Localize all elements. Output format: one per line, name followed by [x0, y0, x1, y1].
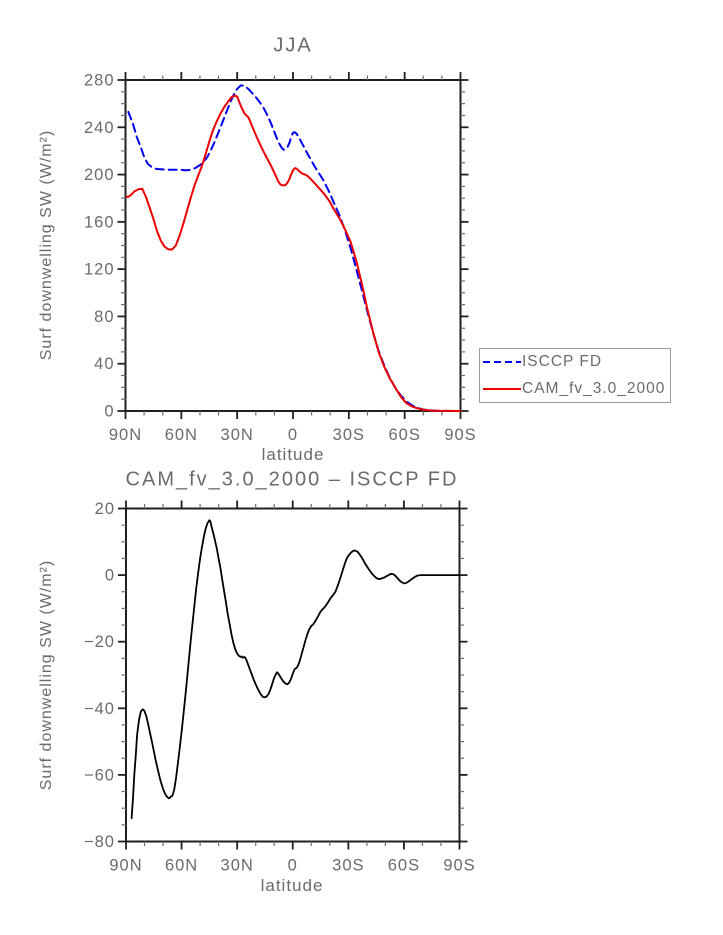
y-axis-tick-label: −80	[84, 833, 115, 851]
legend-item-isccp-fd: ISCCP FD	[480, 349, 670, 375]
x-axis-tick-label: 60N	[165, 857, 198, 875]
x-axis-tick-label: 0	[288, 426, 298, 444]
x-axis-tick-label: 30S	[332, 857, 364, 875]
x-axis-tick-label: 90S	[444, 426, 476, 444]
legend-item-cam: CAM_fv_3.0_2000	[480, 376, 670, 402]
y-axis-tick-label: 120	[84, 261, 115, 279]
bottom-y-axis-label: Surf downwelling SW (W/m²)	[38, 559, 55, 791]
curve-cam-fv-3-0-2000-minus-isccp-fd	[130, 519, 461, 820]
y-axis-tick-label: 160	[84, 213, 115, 231]
curve-cam-fv-3-0-2000	[125, 94, 462, 412]
y-axis-tick-label: 40	[94, 355, 114, 373]
top-plot-title: JJA	[273, 34, 313, 57]
legend: ISCCP FD CAM_fv_3.0_2000	[479, 348, 671, 403]
y-axis-tick-label: −60	[84, 766, 115, 784]
y-axis-tick-label: 80	[94, 308, 114, 326]
y-axis-tick-label: −20	[84, 633, 115, 651]
legend-label-cam: CAM_fv_3.0_2000	[522, 379, 666, 397]
y-axis-tick-label: 0	[105, 567, 115, 585]
legend-label-isccp-fd: ISCCP FD	[522, 353, 603, 371]
bottom-plot-title: CAM_fv_3.0_2000 – ISCCP FD	[125, 468, 459, 491]
top-y-axis-label: Surf downwelling SW (W/m²)	[38, 129, 55, 361]
x-axis-tick-label: 90S	[443, 857, 475, 875]
y-axis-tick-label: 20	[95, 500, 115, 518]
x-axis-tick-label: 90N	[109, 426, 142, 444]
curve-isccp-fd	[127, 84, 462, 412]
dashed-line-sample-icon	[483, 361, 521, 364]
y-axis-tick-label: −40	[84, 700, 115, 718]
x-axis-tick-label: 30N	[221, 857, 254, 875]
x-axis-tick-label: 30N	[221, 426, 254, 444]
bottom-x-axis-label: latitude	[260, 876, 324, 895]
y-axis-tick-label: 280	[84, 72, 115, 90]
y-axis-tick-label: 240	[84, 119, 115, 137]
x-axis-tick-label: 60S	[388, 426, 420, 444]
y-axis-tick-label: 200	[84, 166, 115, 184]
x-axis-tick-label: 60N	[165, 426, 198, 444]
x-axis-tick-label: 60S	[388, 857, 420, 875]
solid-line-sample-icon	[483, 387, 521, 390]
top-x-axis-label: latitude	[261, 445, 325, 464]
x-axis-tick-label: 30S	[333, 426, 365, 444]
x-axis-tick-label: 0	[288, 857, 298, 875]
y-axis-tick-label: 0	[104, 403, 114, 421]
x-axis-tick-label: 90N	[109, 857, 142, 875]
